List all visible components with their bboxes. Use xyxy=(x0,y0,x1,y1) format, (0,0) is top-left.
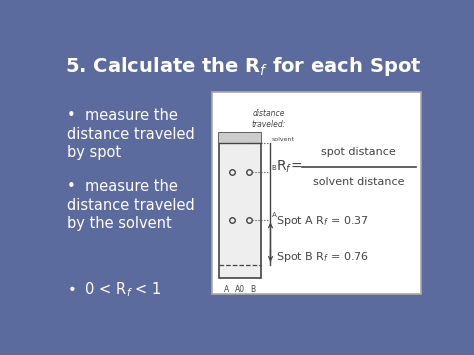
Text: 5. Calculate the R$_f$ for each Spot: 5. Calculate the R$_f$ for each Spot xyxy=(65,55,421,78)
Text: =: = xyxy=(291,160,302,174)
Text: A: A xyxy=(272,212,276,218)
Text: R$_f$: R$_f$ xyxy=(276,158,292,175)
Bar xyxy=(219,133,261,143)
Text: B: B xyxy=(250,284,255,294)
Text: spot distance: spot distance xyxy=(321,147,396,157)
Text: A: A xyxy=(224,284,229,294)
Text: •  0 < R$_f$ < 1: • 0 < R$_f$ < 1 xyxy=(66,280,161,299)
Text: Spot B R$_f$ = 0.76: Spot B R$_f$ = 0.76 xyxy=(276,250,368,264)
Bar xyxy=(219,133,261,278)
Text: solvent: solvent xyxy=(272,137,294,142)
Text: B: B xyxy=(272,165,276,171)
Text: A0: A0 xyxy=(235,284,245,294)
Text: distance
traveled:: distance traveled: xyxy=(251,109,286,129)
Text: •  measure the
distance traveled
by the solvent: • measure the distance traveled by the s… xyxy=(66,179,194,231)
Text: solvent distance: solvent distance xyxy=(313,177,404,187)
Text: •  measure the
distance traveled
by spot: • measure the distance traveled by spot xyxy=(66,108,194,160)
Bar xyxy=(212,92,421,294)
Text: Spot A R$_f$ = 0.37: Spot A R$_f$ = 0.37 xyxy=(276,214,369,228)
